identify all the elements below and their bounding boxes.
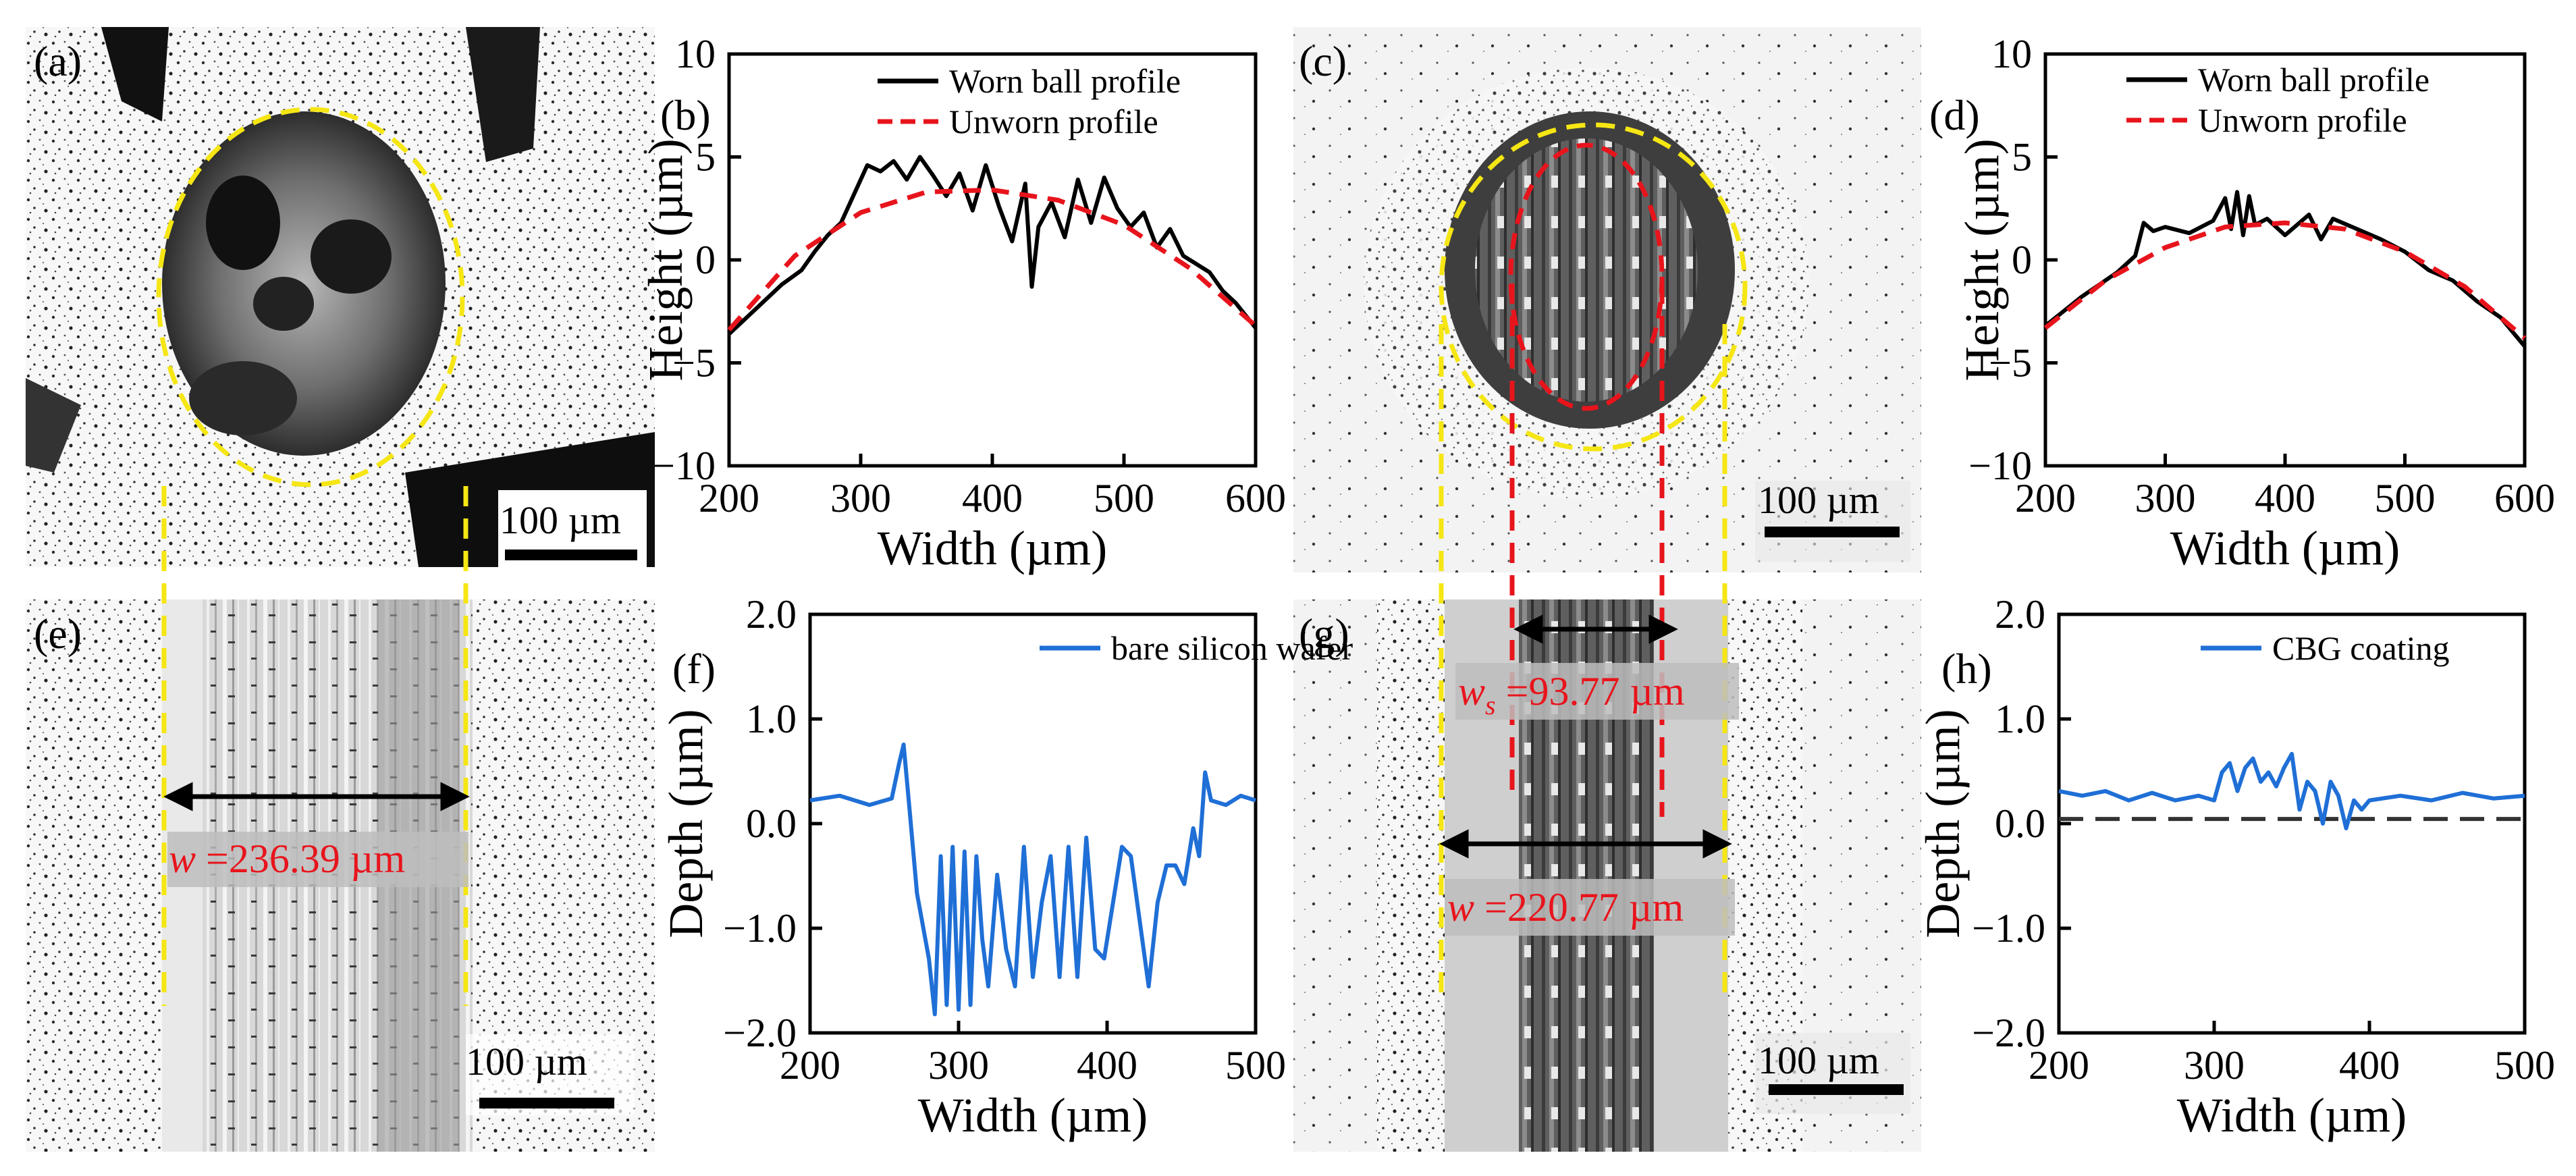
panel-g-label: (g) (1299, 610, 1349, 658)
x-tick-label: 400 (962, 476, 1023, 520)
y-tick-label: −2.0 (723, 1011, 797, 1055)
panel-a-e-guide-lines (161, 486, 468, 1006)
y-tick-label: 10 (1991, 32, 2032, 76)
x-tick-label: 200 (2029, 1043, 2089, 1088)
x-tick-label: 500 (2375, 476, 2436, 520)
panel-a-wear-scar-outline (156, 107, 465, 487)
chart-h: 200 300 400 500 2.0 1.0 0.0 −1.0 −2.0 Width (µm) D… (1916, 592, 2555, 1142)
chart-d: 200 300 400 500 600 10 5 0 −5 −10 Width (µm) Height… (1955, 32, 2555, 575)
x-tick-label: 500 (1225, 1043, 1286, 1088)
legend-label-0: Worn ball profile (2198, 61, 2430, 99)
x-axis-title: Width (µm) (2170, 521, 2400, 575)
y-tick-label: −2.0 (1972, 1011, 2045, 1055)
x-tick-label: 400 (2339, 1043, 2400, 1088)
y-tick-label: 0 (695, 238, 716, 282)
x-tick-label: 400 (2255, 476, 2315, 520)
y-tick-label: 10 (675, 32, 716, 76)
x-axis-title: Width (µm) (878, 521, 1108, 575)
legend-label-1: Unworn profile (2198, 101, 2407, 139)
panel-e-scale-bar-label: 100 µm (466, 1040, 587, 1084)
y-tick-label: −10 (652, 444, 716, 488)
panel-a-scale-bar: 100 µm (498, 490, 647, 571)
x-axis-title: Width (µm) (918, 1088, 1148, 1142)
panel-g-inner-width-arrow (1513, 614, 1678, 644)
y-axis-title: Height (µm) (1955, 138, 2009, 381)
chart-h-frame (2057, 612, 2527, 1035)
series-line-0 (2058, 751, 2525, 830)
panel-e-width-label: w =236.39 µm (169, 836, 405, 881)
panel-c-inner-scar-outline (1508, 142, 1665, 411)
y-tick-label: 2.0 (1995, 592, 2045, 637)
x-tick-label: 300 (830, 476, 891, 520)
panel-e-scale-bar: 100 µm (466, 1034, 635, 1115)
y-tick-label: −1.0 (1972, 906, 2045, 951)
y-tick-label: 0.0 (746, 801, 797, 846)
y-tick-label: 0.0 (1995, 801, 2045, 846)
x-tick-label: 200 (780, 1043, 840, 1088)
series-line-0 (727, 155, 1258, 336)
panel-h-label: (h) (1941, 645, 1992, 693)
legend-label-0: Worn ball profile (949, 62, 1181, 100)
x-tick-label: 300 (2184, 1043, 2245, 1088)
y-tick-label: 5 (695, 135, 716, 180)
y-tick-label: 2.0 (746, 592, 797, 637)
y-tick-label: −5 (1989, 341, 2032, 385)
panel-g-inner-width-label-bg (1455, 663, 1739, 720)
panel-c-label: (c) (1299, 37, 1347, 85)
y-tick-label: 1.0 (746, 697, 797, 741)
y-tick-label: 0 (2012, 238, 2032, 282)
series-line-1 (727, 187, 1258, 332)
panel-g-inner-width-label: ws =93.77 µm (1458, 669, 1685, 720)
y-axis-title: Depth (µm) (659, 709, 713, 938)
x-tick-label: 300 (2135, 476, 2196, 520)
series-line-0 (2044, 190, 2527, 348)
y-tick-label: 5 (2012, 135, 2032, 180)
y-tick-label: −1.0 (723, 906, 797, 951)
x-tick-label: 600 (2494, 476, 2555, 520)
series-line-0 (809, 742, 1256, 1017)
y-tick-label: −10 (1968, 444, 2032, 488)
x-tick-label: 400 (1077, 1043, 1137, 1088)
panel-a-micrograph (26, 27, 655, 567)
panel-e-width-arrow (163, 782, 470, 811)
y-axis-title: Height (µm) (639, 138, 693, 381)
legend-label-1: Unworn profile (949, 103, 1158, 140)
panel-c-scale-bar-label: 100 µm (1758, 478, 1879, 522)
panel-g-scale-bar: 100 µm (1755, 1033, 1910, 1114)
panel-c-wear-scar-outline (1439, 122, 1748, 452)
panel-e-width-label-bg (167, 832, 468, 887)
y-tick-label: −5 (672, 341, 716, 385)
legend-label-0: bare silicon wafer (1111, 629, 1353, 667)
series-line-1 (2043, 220, 2527, 340)
y-tick-label: 1.0 (1995, 697, 2045, 741)
x-axis-title: Width (µm) (2177, 1088, 2407, 1142)
panel-a-scale-bar-label: 100 µm (500, 498, 621, 542)
x-tick-label: 500 (2494, 1043, 2555, 1088)
panel-b-label: (b) (660, 91, 711, 139)
y-axis-title: Depth (µm) (1916, 709, 1970, 938)
x-tick-label: 500 (1094, 476, 1154, 520)
x-tick-label: 200 (2015, 476, 2076, 520)
x-tick-label: 300 (928, 1043, 989, 1088)
chart-b: 200 300 400 500 600 10 5 0 −5 −10 Width (µm) Height… (639, 32, 1286, 575)
panel-f-label: (f) (672, 645, 716, 693)
panel-g-width-label: w =220.77 µm (1447, 885, 1684, 930)
panel-d-label: (d) (1929, 91, 1980, 139)
panel-c-scale-bar: 100 µm (1755, 478, 1910, 562)
panel-g-width-arrow (1439, 829, 1732, 859)
x-tick-label: 200 (699, 476, 759, 520)
x-tick-label: 600 (1225, 476, 1286, 520)
panel-g-width-label-bg (1445, 879, 1735, 936)
legend-label-0: CBG coating (2272, 629, 2449, 667)
panel-a-label: (a) (34, 37, 82, 85)
panel-e-label: (e) (34, 610, 82, 658)
chart-f: 200 300 400 500 2.0 1.0 0.0 −1.0 −2.0 Width (µm) D… (659, 592, 1353, 1142)
panel-g-scale-bar-label: 100 µm (1758, 1038, 1879, 1082)
panel-c-micrograph (1293, 27, 1921, 572)
